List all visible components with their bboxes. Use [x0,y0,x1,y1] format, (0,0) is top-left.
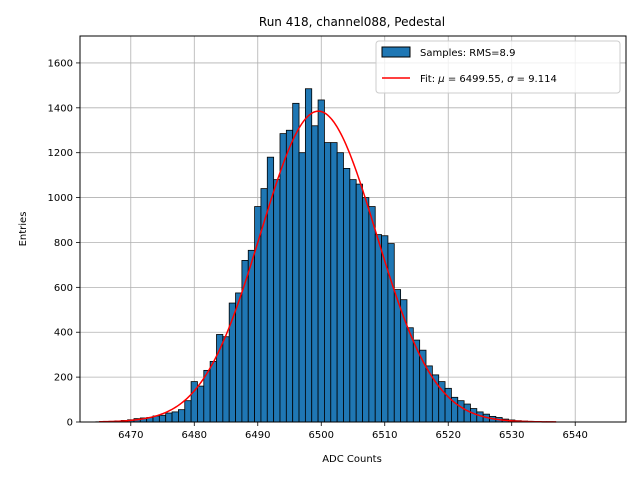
legend-samples-swatch [381,46,411,58]
y-tick-label: 1600 [48,58,73,69]
y-tick-label: 1000 [48,193,73,204]
plot-frame [79,35,627,423]
x-tick-label: 6490 [245,430,270,441]
y-tick-label: 400 [54,328,73,339]
x-tick-label: 6510 [372,430,397,441]
y-tick-label: 1400 [48,103,73,114]
histogram-bar [330,142,338,423]
histogram-bar [197,385,205,423]
histogram-bar [463,403,471,423]
histogram-bar [178,409,186,423]
x-axis-label: ADC Counts [322,454,382,465]
x-tick-label: 6520 [436,430,461,441]
legend: Samples: RMS=8.9 Fit: μ = 6499.55, σ = 9… [375,40,621,94]
y-tick-label: 600 [54,283,73,294]
legend-fit-sigma-value: = 9.114 [513,74,556,85]
histogram-bar [362,197,370,423]
histogram-bar [254,206,262,423]
histogram-bar [304,88,313,423]
histogram-bar [222,336,230,423]
histogram-bar [184,400,192,423]
histogram-bar [292,102,300,423]
legend-fit-sigma-symbol: σ [507,74,514,85]
histogram-bar [324,142,332,423]
y-tick-label: 0 [67,418,73,429]
x-tick-label: 6530 [499,430,524,441]
histogram-bar [247,249,255,423]
legend-box [375,40,621,94]
fit-curve [99,110,557,423]
x-tick-label: 6470 [118,430,143,441]
histogram-bar [216,334,224,423]
histogram-bar [387,243,395,423]
y-axis-label: Entries [18,212,29,247]
histogram-bar [470,408,478,423]
histogram-bar [457,400,465,423]
histogram-bar [311,125,319,423]
histogram-bar [406,327,414,423]
histogram-bar [349,179,357,423]
x-tick-label: 6500 [309,430,334,441]
y-tick-label: 1200 [48,148,73,159]
histogram-bar [374,234,382,423]
x-tick-label: 6480 [182,430,207,441]
legend-samples-label: Samples: RMS=8.9 [420,48,515,59]
histogram-bar [235,292,243,423]
legend-fit-prefix: Fit: [420,74,438,85]
histogram-bar [444,387,452,423]
histogram-bar [285,129,294,423]
histogram-bar [171,411,179,423]
histogram-bar [298,152,306,423]
histogram-bar [209,361,217,423]
histogram-bar [165,412,173,423]
histogram-bar [381,235,389,423]
legend-fit-label: Fit: μ = 6499.55, σ = 9.114 [420,74,557,85]
legend-fit-mu-symbol: μ [437,74,444,85]
histogram-bar [343,168,351,423]
histogram-bar [336,152,344,423]
histogram-bar [273,179,281,423]
histogram-bar [425,365,433,423]
chart-title: Run 418, channel088, Pedestal [259,15,445,29]
legend-fit-mu-value: = 6499.55, [445,74,507,85]
x-axis-ticks: 6470 6480 6490 6500 6510 6520 6530 6540 [118,422,588,441]
histogram-bar [368,206,376,423]
histogram-bar [355,183,363,423]
histogram-bar [317,99,325,423]
y-axis-ticks: 0 200 400 600 800 1000 1200 1400 1600 [48,58,80,429]
y-tick-label: 800 [54,238,73,249]
x-tick-label: 6540 [562,430,587,441]
histogram-bar [393,289,402,423]
y-tick-label: 200 [54,373,73,384]
histogram-bar [279,133,287,423]
histogram-bar [158,414,167,423]
